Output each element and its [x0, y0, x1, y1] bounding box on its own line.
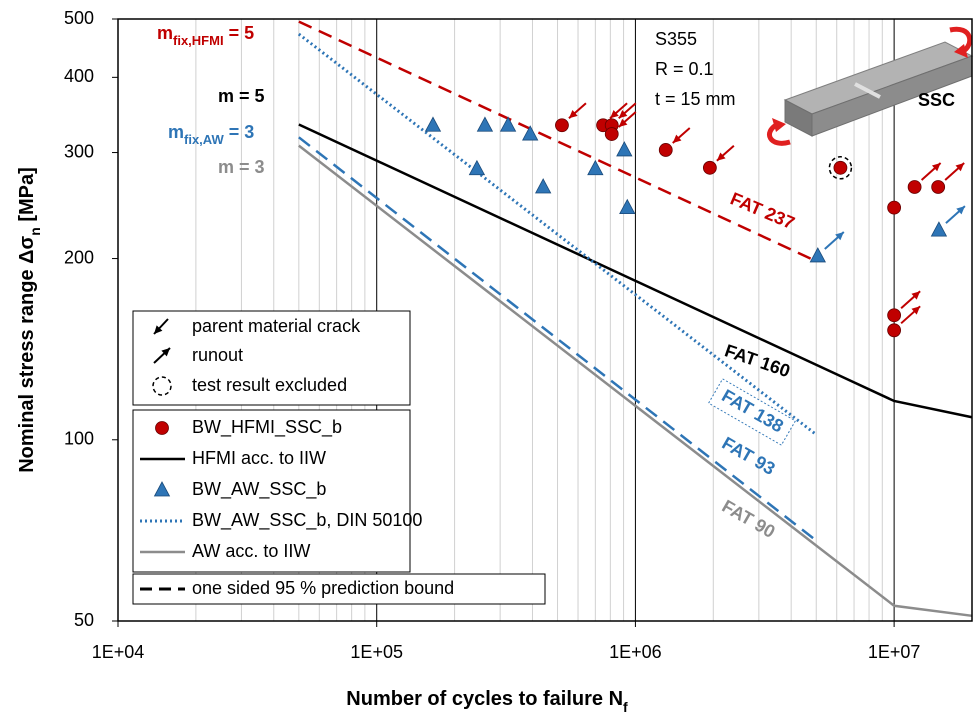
annotation-text: m — [168, 122, 184, 142]
point — [908, 180, 921, 193]
annotation-text: t = 15 mm — [655, 89, 736, 109]
x-axis-label-text: Number of cycles to failure N — [346, 688, 623, 710]
legend-label: BW_AW_SSC_b — [192, 479, 326, 500]
x-tick-label: 1E+07 — [868, 642, 921, 662]
annotation: SSC — [918, 90, 955, 110]
annotation-sub: fix,AW — [184, 132, 224, 147]
annotation-sub: fix,HFMI — [173, 33, 224, 48]
annotation-text: R = 0.1 — [655, 59, 714, 79]
legend-label: HFMI acc. to IIW — [192, 448, 326, 468]
point — [703, 161, 716, 174]
point — [932, 180, 945, 193]
x-tick-label: 1E+06 — [609, 642, 662, 662]
annotation-after: = 3 — [224, 122, 255, 142]
x-axis-label-sub: f — [623, 699, 628, 714]
legend-label: AW acc. to IIW — [192, 541, 310, 561]
point — [659, 143, 672, 156]
y-tick-label: 50 — [74, 610, 94, 630]
annotation: t = 15 mm — [655, 89, 736, 109]
point — [888, 201, 901, 214]
legend-label: BW_HFMI_SSC_b — [192, 417, 342, 438]
y-tick-label: 500 — [64, 8, 94, 28]
legend-note: one sided 95 % prediction bound — [192, 578, 454, 598]
legend-marker — [156, 422, 169, 435]
annotation: R = 0.1 — [655, 59, 714, 79]
annotation: m = 5 — [218, 86, 265, 106]
chart: Number of cycles to failure Nf Nominal s… — [0, 0, 975, 714]
y-tick-label: 200 — [64, 247, 94, 267]
point — [605, 128, 618, 141]
y-tick-label: 300 — [64, 141, 94, 161]
annotation-text: m = 3 — [218, 157, 265, 177]
y-axis-label-unit: [MPa] — [16, 167, 38, 227]
legend-label: BW_AW_SSC_b, DIN 50100 — [192, 510, 422, 531]
y-axis-label-text: Nominal stress range Δσ — [16, 235, 38, 472]
annotation-after: = 5 — [224, 23, 255, 43]
annotation-text: SSC — [918, 90, 955, 110]
annotation-text: m = 5 — [218, 86, 265, 106]
point — [555, 119, 568, 132]
legend-note: parent material crack — [192, 316, 361, 336]
annotation-text: S355 — [655, 29, 697, 49]
point — [888, 309, 901, 322]
annotation: m = 3 — [218, 157, 265, 177]
x-axis-label: Number of cycles to failure Nf — [346, 688, 628, 714]
legend-note: test result excluded — [192, 375, 347, 395]
y-tick-label: 400 — [64, 66, 94, 86]
y-tick-label: 100 — [64, 429, 94, 449]
legend-note: runout — [192, 345, 243, 365]
annotation: S355 — [655, 29, 697, 49]
x-tick-label: 1E+04 — [92, 642, 145, 662]
point — [888, 324, 901, 337]
y-axis-label-sub: n — [27, 227, 43, 236]
point — [834, 161, 847, 174]
x-tick-label: 1E+05 — [350, 642, 403, 662]
page: Number of cycles to failure Nf Nominal s… — [0, 0, 975, 719]
annotation-text: m — [157, 23, 173, 43]
